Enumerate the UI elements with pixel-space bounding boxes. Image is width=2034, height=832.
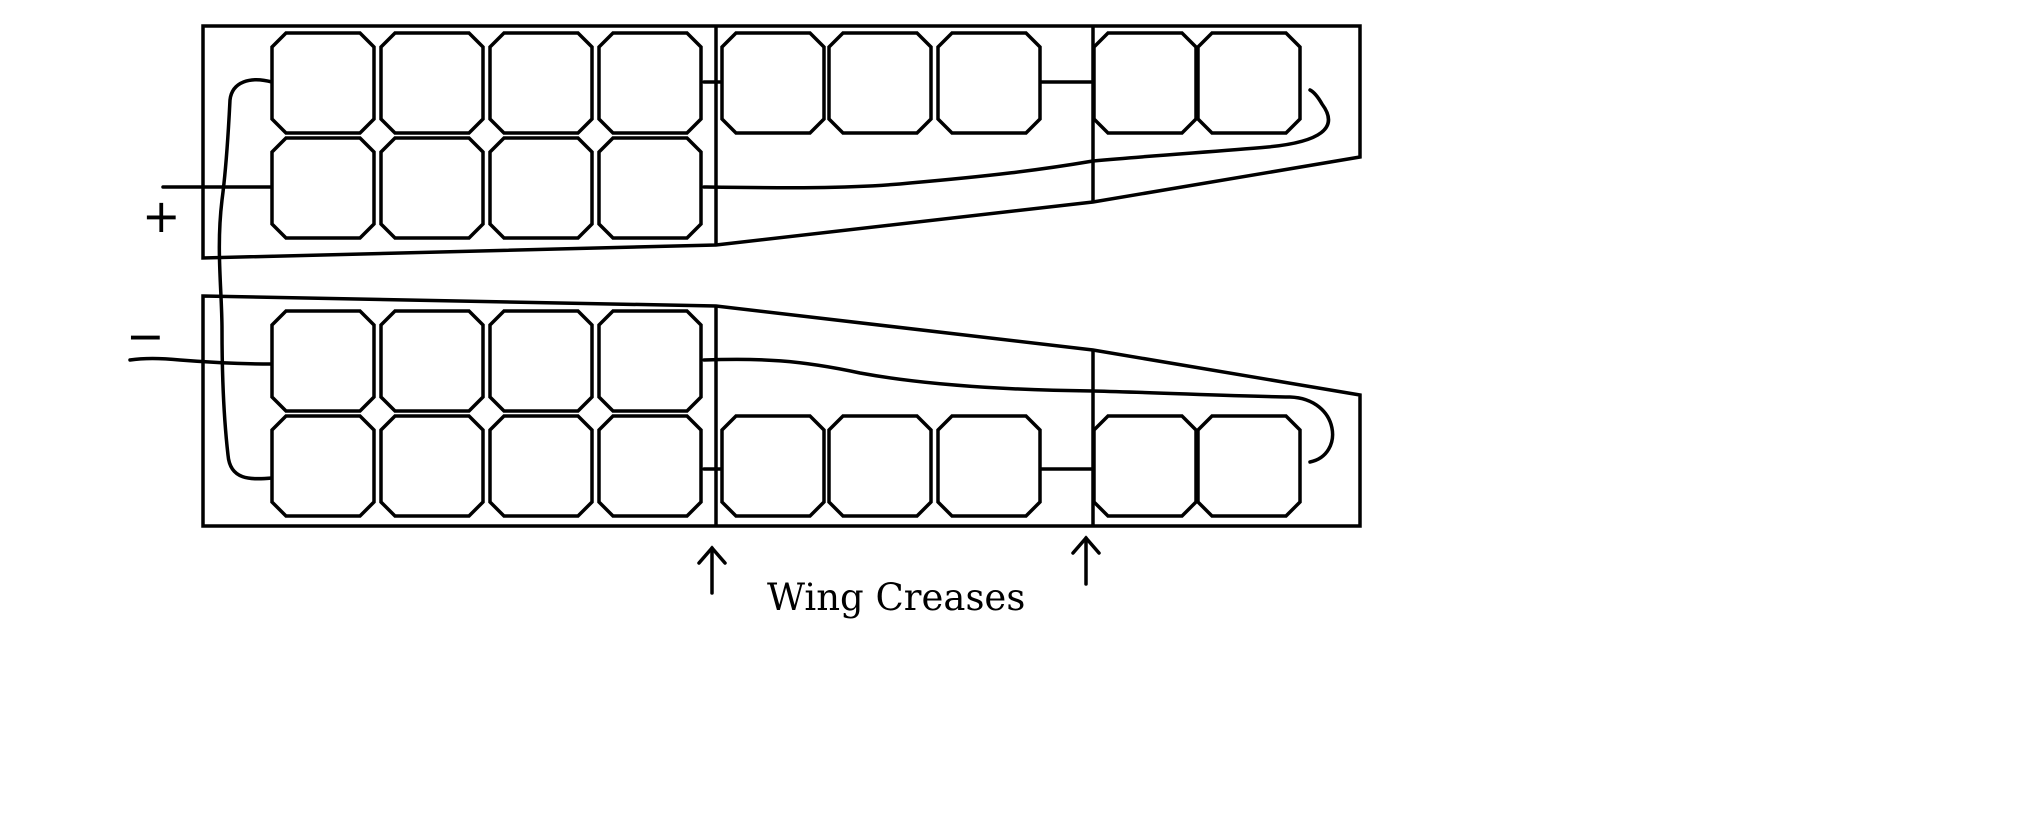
plus-terminal-label: + — [142, 189, 181, 243]
left-loop-wire — [217, 78, 274, 481]
solar-cell-4 — [597, 31, 703, 135]
solar-cell-6 — [379, 136, 485, 240]
solar-cell-14 — [270, 309, 376, 413]
solar-cell-5 — [270, 136, 376, 240]
solar-cell-3 — [488, 31, 594, 135]
crease-arrow-2 — [1071, 535, 1101, 586]
solar-cell-12 — [1092, 31, 1198, 135]
minus-terminal-label: − — [126, 309, 165, 363]
crease-arrow-1 — [697, 545, 727, 595]
solar-cell-22 — [720, 414, 826, 518]
solar-cell-26 — [1196, 414, 1302, 518]
solar-cell-13 — [1196, 31, 1302, 135]
solar-cell-24 — [936, 414, 1042, 518]
solar-cell-18 — [270, 414, 376, 518]
solar-cell-9 — [720, 31, 826, 135]
wiring — [128, 78, 1335, 481]
solar-cells — [270, 31, 1302, 518]
solar-cell-10 — [827, 31, 933, 135]
solar-cell-15 — [379, 309, 485, 413]
minus-lead-wire — [128, 356, 274, 366]
solar-cell-17 — [597, 309, 703, 413]
lower-series-wire — [702, 357, 1335, 464]
solar-cell-16 — [488, 309, 594, 413]
wing-creases-label: Wing Creases — [767, 576, 1025, 619]
upper-series-wire — [702, 88, 1331, 190]
solar-cell-11 — [936, 31, 1042, 135]
solar-cell-7 — [488, 136, 594, 240]
solar-cell-21 — [597, 414, 703, 518]
solar-cell-19 — [379, 414, 485, 518]
solar-cell-8 — [597, 136, 703, 240]
solar-cell-23 — [827, 414, 933, 518]
solar-cell-2 — [379, 31, 485, 135]
solar-cell-25 — [1092, 414, 1198, 518]
solar-cell-20 — [488, 414, 594, 518]
solar-cell-1 — [270, 31, 376, 135]
